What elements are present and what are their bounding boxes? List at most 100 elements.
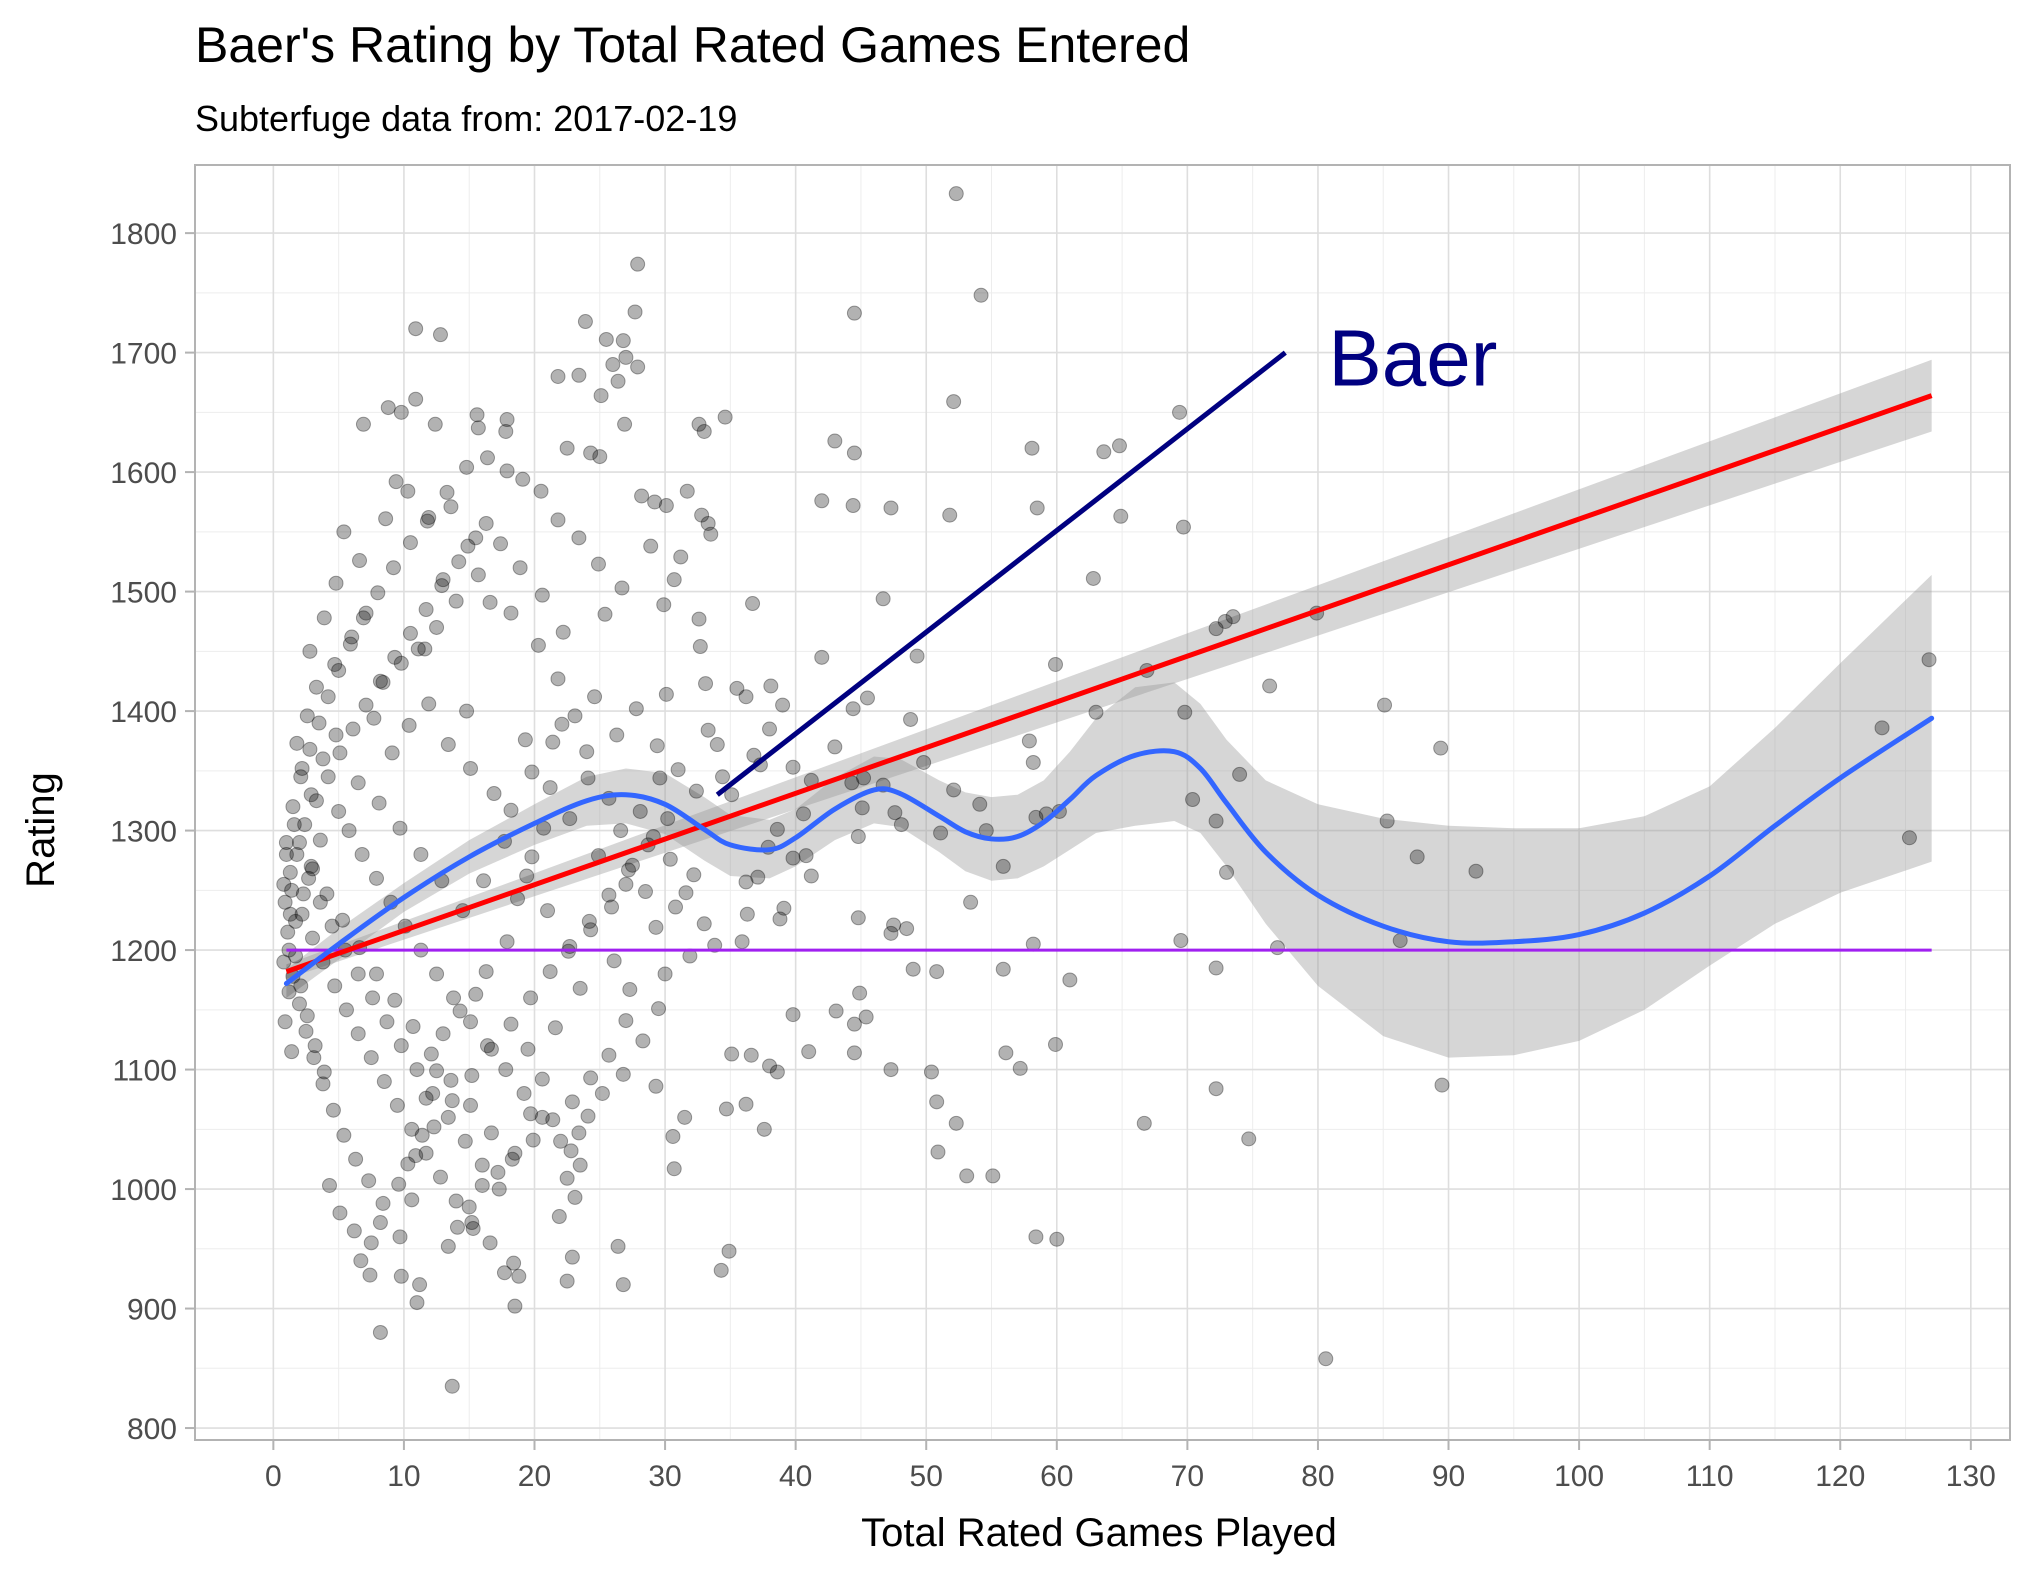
- data-point: [559, 1273, 575, 1289]
- data-point: [618, 1013, 634, 1029]
- data-point: [305, 861, 321, 877]
- data-point: [297, 817, 313, 833]
- data-point: [499, 412, 515, 428]
- data-point: [617, 416, 633, 432]
- data-point: [785, 850, 801, 866]
- data-point: [1049, 1231, 1065, 1247]
- data-point: [909, 648, 925, 664]
- data-point: [465, 1220, 481, 1236]
- data-point: [294, 760, 310, 776]
- data-point: [483, 1125, 499, 1141]
- data-point: [393, 404, 409, 420]
- data-point: [729, 680, 745, 696]
- data-point: [554, 716, 570, 732]
- data-point: [469, 407, 485, 423]
- data-point: [503, 605, 519, 621]
- data-point: [358, 605, 374, 621]
- data-point: [388, 474, 404, 490]
- fit-lines: [283, 350, 1935, 987]
- grid-minor: [195, 165, 2010, 1440]
- data-point: [331, 662, 347, 678]
- data-point: [1012, 1060, 1028, 1076]
- data-point: [276, 954, 292, 970]
- x-tick-label: 80: [1301, 1460, 1334, 1493]
- data-point: [724, 787, 740, 803]
- data-point: [380, 400, 396, 416]
- data-point: [516, 1085, 532, 1101]
- data-point: [542, 780, 558, 796]
- data-point: [369, 870, 384, 886]
- data-point: [291, 835, 307, 851]
- data-point: [476, 873, 492, 889]
- data-point: [621, 862, 637, 878]
- data-point: [1113, 508, 1129, 524]
- data-point: [387, 649, 403, 665]
- data-point: [618, 876, 634, 892]
- data-point: [534, 1071, 550, 1087]
- data-point: [379, 1014, 395, 1030]
- data-point: [827, 739, 843, 755]
- y-tick-label: 1800: [110, 218, 177, 251]
- data-point: [545, 1112, 561, 1128]
- data-point: [341, 823, 357, 839]
- data-point: [435, 1026, 451, 1042]
- data-point: [393, 1268, 409, 1284]
- data-point: [459, 703, 475, 719]
- data-point: [1241, 1131, 1257, 1147]
- baer-line: [715, 350, 1287, 797]
- data-point: [498, 423, 514, 439]
- data-point: [1085, 570, 1101, 586]
- data-point: [448, 1193, 464, 1209]
- data-point: [1062, 972, 1078, 988]
- data-point: [332, 1205, 348, 1221]
- data-point: [734, 934, 750, 950]
- data-point: [303, 858, 319, 874]
- data-point: [883, 925, 899, 941]
- data-point: [479, 1038, 495, 1054]
- data-point: [315, 751, 331, 767]
- data-point: [903, 711, 919, 727]
- data-point: [402, 625, 418, 641]
- plot-border: [194, 164, 2011, 1441]
- data-point: [474, 1157, 490, 1173]
- data-point: [859, 690, 875, 706]
- data-point: [286, 817, 302, 833]
- data-point: [320, 689, 336, 705]
- data-point: [496, 1265, 512, 1281]
- data-point: [278, 835, 294, 851]
- data-point: [604, 899, 620, 915]
- data-point: [995, 961, 1011, 977]
- data-point: [434, 578, 450, 594]
- baer-annotation: Baer: [1328, 314, 1497, 403]
- data-point: [312, 832, 328, 848]
- y-axis: 800 900 1000 1100 1200 1300 1400 1500 1600 1700 18…: [110, 218, 195, 1446]
- data-point: [534, 587, 550, 603]
- data-point: [1225, 609, 1241, 625]
- data-point: [1433, 740, 1449, 756]
- data-point: [698, 676, 714, 692]
- data-point: [933, 825, 949, 841]
- data-point: [905, 961, 921, 977]
- data-point: [285, 799, 301, 815]
- data-point: [391, 1176, 407, 1192]
- data-point: [346, 1223, 362, 1239]
- data-point: [1377, 697, 1393, 713]
- data-point: [580, 1108, 596, 1124]
- y-tick-label: 1300: [110, 816, 177, 849]
- data-point: [293, 978, 309, 994]
- data-point: [418, 1145, 434, 1161]
- data-point: [643, 538, 659, 554]
- data-point: [350, 966, 366, 982]
- data-point: [973, 287, 989, 303]
- data-point: [402, 535, 418, 551]
- data-point: [328, 727, 344, 743]
- data-point: [724, 1046, 740, 1062]
- data-point: [282, 864, 298, 880]
- data-point: [1111, 438, 1127, 454]
- data-point: [634, 488, 650, 504]
- data-point: [503, 1016, 519, 1032]
- data-point: [601, 1047, 617, 1063]
- data-point: [673, 549, 689, 565]
- data-point: [679, 483, 695, 499]
- data-point: [426, 1119, 442, 1135]
